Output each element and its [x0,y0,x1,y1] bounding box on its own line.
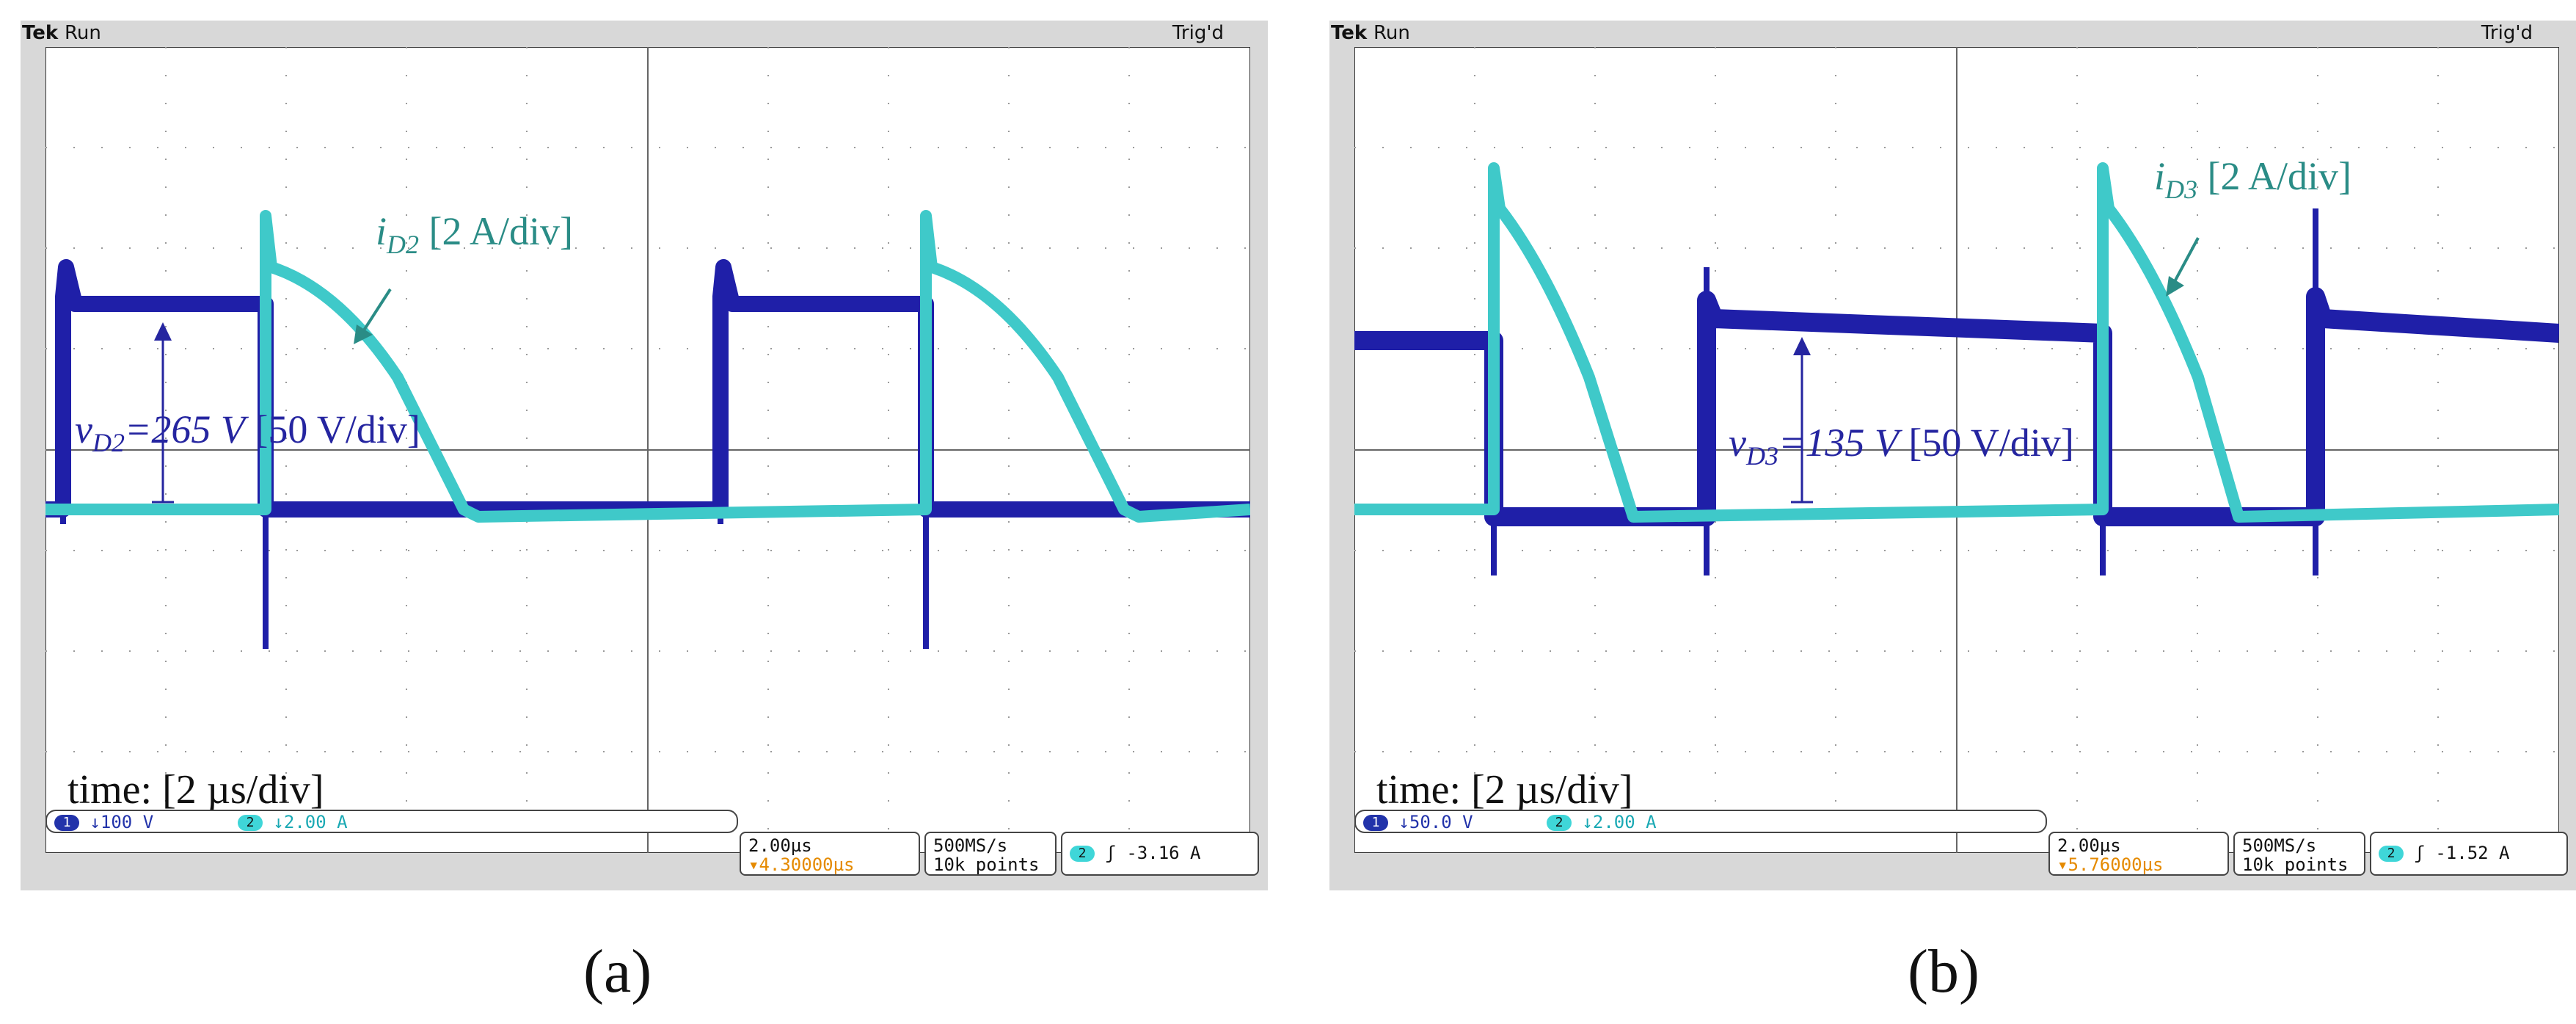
channel-scale-bar: 1 ↓50.0 V 2 ↓2.00 A [1354,810,2047,833]
ch2-scale: ↓2.00 A [1582,812,1657,832]
channel-scale-bar: 1 ↓100 V 2 ↓2.00 A [45,810,738,833]
ch2-badge: 2 [238,815,263,831]
waveform-plot [45,47,1250,853]
record-length: 10k points [2242,854,2349,875]
trigger-state: Trig'd [2481,22,2533,44]
graticule [45,47,1250,853]
trigger-position: ▾5.76000µs [2057,854,2164,875]
ch1-scale: ↓100 V [90,812,154,832]
run-state: Run [65,22,101,44]
trigger-channel-badge: 2 [1070,846,1095,862]
trigger-level: -3.16 A [1126,843,1201,863]
acquisition-box: 500MS/s 10k points [924,832,1057,876]
ch1-badge: 1 [54,815,79,831]
oscilloscope-panel-a: Tek Run Trig'd [21,21,1268,890]
trigger-slope-icon: ʃ [2414,843,2425,863]
timebase-box: 2.00µs ▾5.76000µs [2048,832,2229,876]
current-arrow [360,288,392,336]
ch2-badge: 2 [1547,815,1572,831]
trigger-box: 2 ʃ -1.52 A [2370,832,2568,876]
current-annotation: iD3 [2 A/div] [2154,154,2352,204]
time-scale-annotation: time: [2 µs/div] [67,767,324,813]
ch2-scale: ↓2.00 A [273,812,348,832]
time-per-div: 2.00µs [748,835,812,856]
current-arrow [2171,237,2200,286]
oscilloscope-panel-b: Tek Run Trig'd [1329,21,2576,890]
waveform-screen: iD3 [2 A/div] vD3=135 V [50 V/div] time:… [1354,47,2559,853]
trigger-channel-badge: 2 [2379,846,2404,862]
run-state: Run [1373,22,1410,44]
caption-a: (a) [583,937,652,1006]
ch1-badge: 1 [1363,815,1388,831]
voltage-annotation: vD3=135 V [50 V/div] [1729,421,2074,471]
trigger-slope-icon: ʃ [1105,843,1116,863]
timebase-box: 2.00µs ▾4.30000µs [740,832,920,876]
waveform-screen: iD2 [2 A/div] vD2=265 V [50 V/div] time:… [45,47,1250,853]
record-length: 10k points [933,854,1040,875]
trigger-state: Trig'd [1172,22,1224,44]
current-trace [45,210,1250,523]
trigger-box: 2 ʃ -3.16 A [1061,832,1259,876]
time-scale-annotation: time: [2 µs/div] [1376,767,1633,813]
caption-b: (b) [1908,937,1980,1006]
current-trace [1354,162,2559,523]
graticule [1354,47,2559,853]
sample-rate: 500MS/s [2242,835,2317,856]
sample-rate: 500MS/s [933,835,1008,856]
acquisition-box: 500MS/s 10k points [2233,832,2365,876]
voltage-annotation: vD2=265 V [50 V/div] [75,407,420,457]
waveform-plot [1354,47,2559,853]
trigger-level: -1.52 A [2435,843,2510,863]
brand-label: Tek [1331,22,1368,44]
trigger-position: ▾4.30000µs [748,854,855,875]
time-per-div: 2.00µs [2057,835,2121,856]
brand-label: Tek [22,22,59,44]
current-annotation: iD2 [2 A/div] [376,209,574,259]
ch1-scale: ↓50.0 V [1398,812,1473,832]
